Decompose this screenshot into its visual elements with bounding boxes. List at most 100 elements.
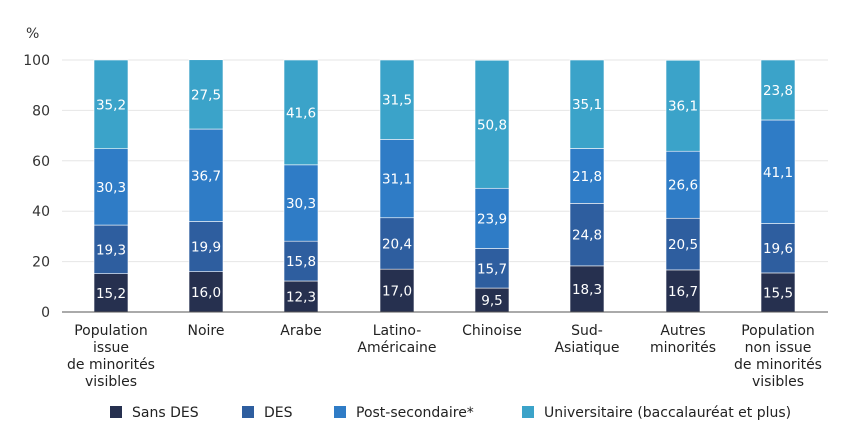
data-label-6-4: 35,1	[572, 97, 602, 113]
y-axis-unit-label: %	[26, 26, 39, 42]
legend-label-2: DES	[264, 405, 293, 421]
y-tick-label-20: 20	[32, 255, 50, 271]
category-label-line: Chinoise	[462, 323, 522, 339]
category-label-line: Arabe	[280, 323, 321, 339]
data-label-5-3: 23,9	[477, 211, 507, 227]
legend-swatch-1	[110, 406, 122, 418]
category-label-line: de minorités	[67, 357, 155, 373]
legend-swatch-4	[522, 406, 534, 418]
bar-segment-1-1	[93, 273, 129, 313]
category-label-line: Population	[741, 323, 815, 339]
data-label-8-2: 19,6	[763, 241, 793, 257]
y-tick-label-100: 100	[23, 53, 50, 69]
category-label-5: Chinoise	[462, 323, 522, 339]
data-label-7-3: 26,6	[668, 178, 698, 194]
data-label-1-1: 15,2	[96, 286, 126, 302]
grid-layer	[62, 59, 828, 263]
category-label-line: issue	[93, 340, 129, 356]
category-label-7: Autres minorités	[650, 323, 716, 356]
bar-segment-3-1	[283, 280, 319, 313]
bar-segment-3-2	[283, 240, 319, 282]
data-label-8-3: 41,1	[763, 165, 793, 181]
bar-segment-6-2	[569, 203, 605, 267]
data-label-4-4: 31,5	[382, 93, 412, 109]
data-label-7-1: 16,7	[668, 284, 698, 300]
data-label-6-1: 18,3	[572, 282, 602, 298]
bar-segment-7-4	[665, 59, 701, 152]
bar-segment-5-4	[474, 59, 510, 189]
category-label-3: Arabe	[280, 323, 321, 339]
bar-segment-8-4	[760, 59, 796, 121]
data-label-6-3: 21,8	[572, 169, 602, 185]
bar-segment-4-2	[379, 217, 415, 270]
data-label-2-1: 16,0	[191, 285, 221, 301]
data-label-7-2: 20,5	[668, 237, 698, 253]
data-label-1-4: 35,2	[96, 97, 126, 113]
legend: Sans DES DES Post-secondaire* Universitaire…	[110, 405, 791, 421]
y-tick-label-0: 0	[41, 305, 50, 321]
y-tick-label-40: 40	[32, 204, 50, 220]
data-label-2-3: 36,7	[191, 168, 221, 184]
bar-segment-1-2	[93, 224, 129, 274]
data-label-8-1: 15,5	[763, 285, 793, 301]
bar-segment-1-4	[93, 59, 129, 150]
category-label-1: Population issue de minorités visibles	[67, 323, 155, 390]
bar-segment-5-2	[474, 248, 510, 289]
category-label-line: minorités	[650, 340, 716, 356]
data-label-3-4: 41,6	[286, 105, 316, 121]
bars-layer	[93, 59, 796, 313]
bar-segment-4-3	[379, 139, 415, 219]
bar-segment-7-2	[665, 217, 701, 271]
category-label-line: visibles	[752, 374, 804, 390]
category-label-2: Noire	[188, 323, 225, 339]
data-label-4-2: 20,4	[382, 236, 412, 252]
legend-label-1: Sans DES	[132, 405, 199, 421]
bar-segment-6-1	[569, 265, 605, 313]
category-label-line: Population	[74, 323, 148, 339]
legend-label-3: Post-secondaire*	[356, 405, 474, 421]
data-label-3-2: 15,8	[286, 254, 316, 270]
data-label-5-2: 15,7	[477, 261, 507, 277]
data-label-1-3: 30,3	[96, 180, 126, 196]
bar-segment-6-4	[569, 59, 605, 149]
category-label-line: non issue	[745, 340, 812, 356]
bar-segment-5-3	[474, 187, 510, 249]
category-label-line: Asiatique	[554, 340, 619, 356]
category-label-line: Sud-	[571, 323, 603, 339]
category-label-4: Latino-Américaine	[357, 323, 436, 356]
bar-segment-2-4	[188, 59, 224, 130]
bar-segment-8-3	[760, 119, 796, 224]
bar-segment-4-4	[379, 59, 415, 140]
category-label-line: Autres	[660, 323, 705, 339]
category-label-line: Noire	[188, 323, 225, 339]
data-label-2-4: 27,5	[191, 87, 221, 103]
bar-segment-7-3	[665, 150, 701, 219]
bar-segment-8-2	[760, 223, 796, 274]
bar-segment-3-3	[283, 164, 319, 242]
data-label-6-2: 24,8	[572, 228, 602, 244]
y-tick-label-80: 80	[32, 103, 50, 119]
data-label-7-4: 36,1	[668, 99, 698, 115]
legend-swatch-2	[242, 406, 254, 418]
category-label-line: visibles	[85, 374, 137, 390]
category-label-6: Sud-Asiatique	[554, 323, 619, 356]
data-label-3-3: 30,3	[286, 196, 316, 212]
legend-swatch-3	[334, 406, 346, 418]
category-label-8: Population non issue de minorités visibles	[734, 323, 822, 390]
bar-segment-3-4	[283, 59, 319, 166]
data-label-5-1: 9,5	[481, 293, 502, 309]
category-label-line: Latino-	[373, 323, 422, 339]
legend-label-4: Universitaire (baccalauréat et plus)	[544, 405, 791, 421]
data-label-3-1: 12,3	[286, 290, 316, 306]
bar-segment-4-1	[379, 268, 415, 313]
bar-segment-2-3	[188, 128, 224, 222]
data-label-1-2: 19,3	[96, 242, 126, 258]
data-label-2-2: 19,9	[191, 240, 221, 256]
data-label-5-4: 50,8	[477, 117, 507, 133]
y-tick-label-60: 60	[32, 154, 50, 170]
labels-layer: 15,2 19,3 30,3 35,2 16,0 19,9 36,7 27,5 12,3 15,8…	[96, 83, 793, 309]
category-label-line: Américaine	[357, 340, 436, 356]
